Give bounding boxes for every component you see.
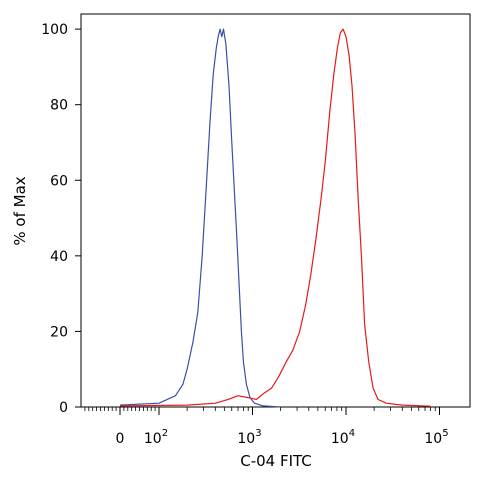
histogram-series-2 bbox=[119, 28, 431, 407]
y-tick-label: 0 bbox=[59, 400, 68, 416]
x-tick-label: 105 bbox=[424, 428, 448, 447]
y-tick-label: 20 bbox=[50, 324, 68, 340]
y-axis-title: % of Max bbox=[11, 176, 29, 245]
x-tick-label: 102 bbox=[144, 428, 168, 447]
x-axis: 0 102 103 104 105 bbox=[84, 407, 449, 447]
y-axis: 0 20 40 60 80 100 bbox=[41, 22, 81, 416]
y-tick-label: 100 bbox=[41, 22, 68, 38]
x-tick-label: 0 bbox=[116, 431, 125, 447]
x-tick-label: 104 bbox=[331, 428, 355, 447]
x-axis-title: C-04 FITC bbox=[240, 452, 312, 470]
y-tick-label: 40 bbox=[50, 249, 68, 265]
y-tick-label: 60 bbox=[50, 173, 68, 189]
x-tick-label: 103 bbox=[237, 428, 261, 447]
y-tick-label: 80 bbox=[50, 98, 68, 114]
plot-frame bbox=[80, 13, 471, 408]
series-layer bbox=[119, 28, 431, 408]
histogram-series-1 bbox=[119, 28, 281, 408]
